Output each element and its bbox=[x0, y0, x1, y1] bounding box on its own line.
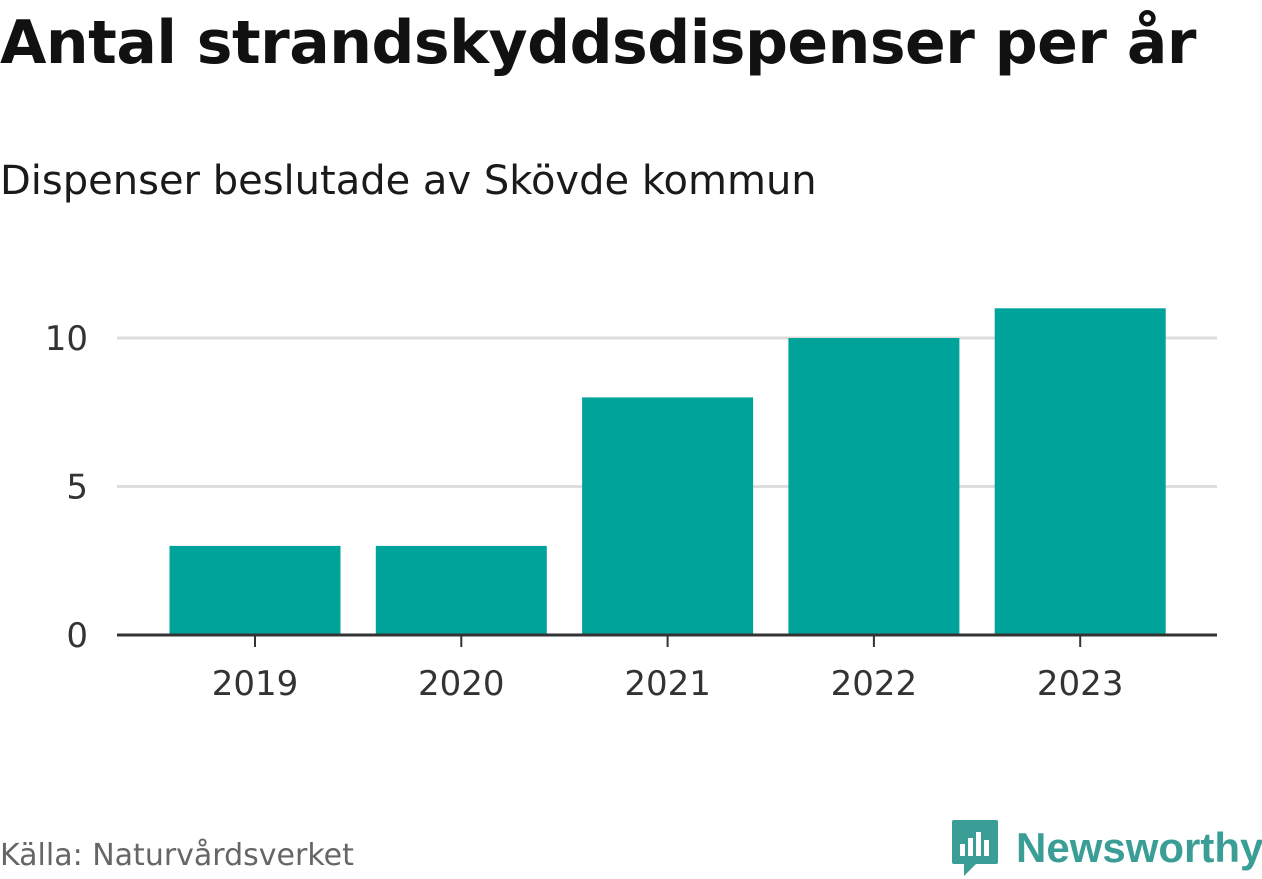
x-tick-label-2021: 2021 bbox=[624, 664, 711, 704]
brand-logo: Newsworthy bbox=[950, 818, 1262, 878]
x-tick-label-2019: 2019 bbox=[212, 664, 299, 704]
x-tick-label-2022: 2022 bbox=[831, 664, 918, 704]
axes: 0 5 10 2019 2020 2021 2022 2023 bbox=[45, 319, 1217, 704]
bar-2022 bbox=[788, 338, 960, 635]
brand-name: Newsworthy bbox=[1016, 824, 1262, 871]
bar-2021 bbox=[582, 397, 754, 635]
bar-2023 bbox=[994, 308, 1166, 635]
chart-title: Antal strandskyddsdispenser per år bbox=[0, 8, 1196, 78]
bar-2019 bbox=[169, 545, 341, 635]
bar-2020 bbox=[375, 545, 547, 635]
y-tick-label-0: 0 bbox=[66, 616, 88, 656]
chart-subtitle: Dispenser beslutade av Skövde kommun bbox=[0, 158, 817, 204]
x-tick-label-2023: 2023 bbox=[1037, 664, 1124, 704]
bars bbox=[169, 308, 1166, 635]
x-tick-label-2020: 2020 bbox=[418, 664, 505, 704]
y-tick-label-5: 5 bbox=[66, 468, 88, 508]
y-tick-label-10: 10 bbox=[45, 319, 88, 359]
source-note: Källa: Naturvårdsverket bbox=[0, 838, 354, 873]
newsworthy-logo-icon bbox=[952, 820, 998, 876]
